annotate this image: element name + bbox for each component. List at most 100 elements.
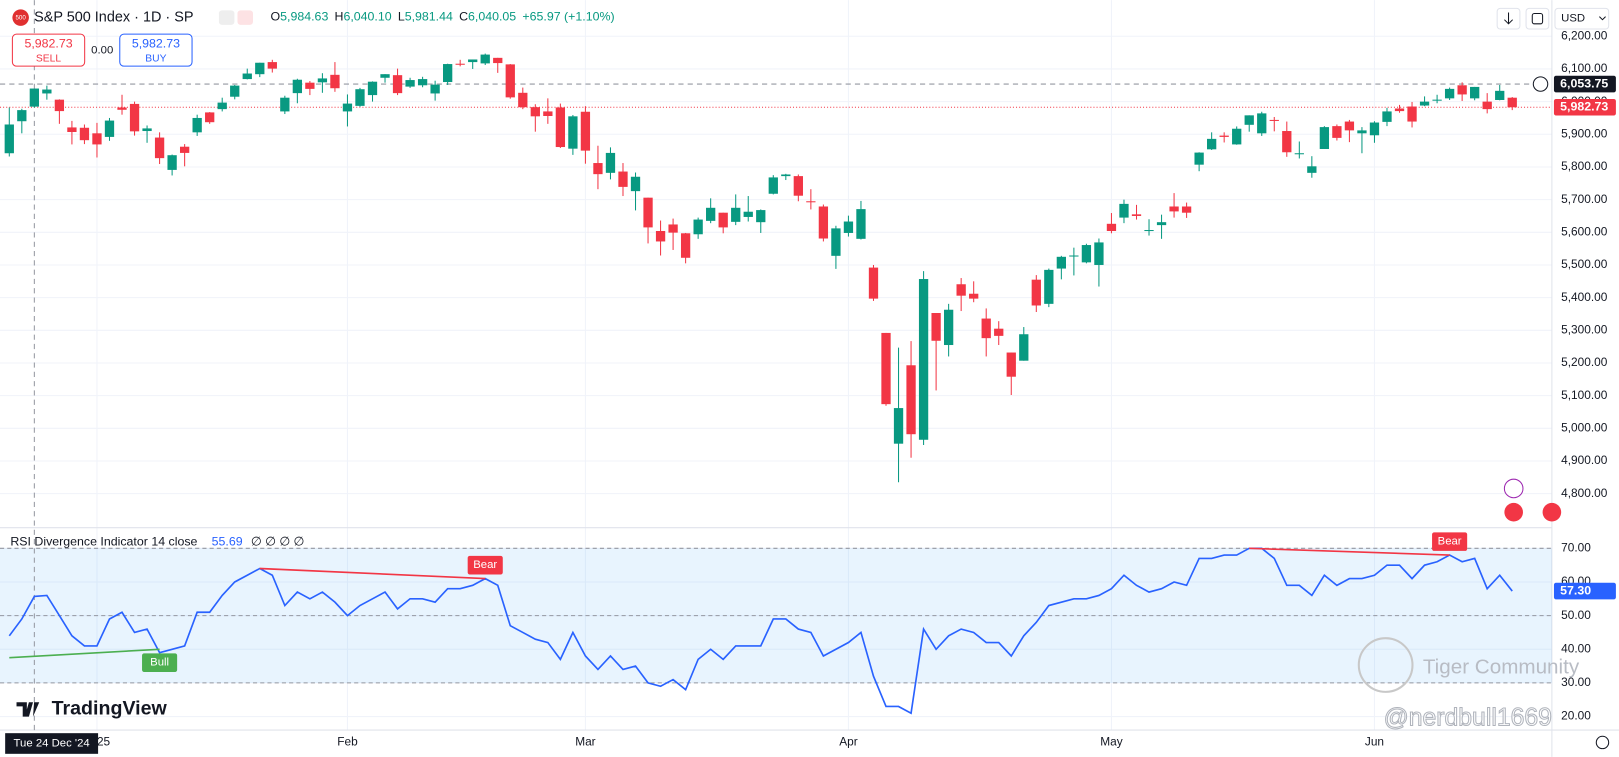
candle-body [154, 137, 165, 159]
alert-icon[interactable] [1503, 478, 1524, 499]
candle-body [1394, 108, 1405, 112]
button[interactable] [218, 10, 235, 25]
sell-button[interactable] [11, 33, 86, 67]
candle-body [317, 78, 328, 83]
candle-body [342, 103, 353, 112]
y-tick-label: 5,300.00 [1561, 322, 1608, 336]
candle-body [1444, 88, 1455, 99]
y2-tick-label: 30.00 [1561, 675, 1591, 689]
y-tick-label: 5,200.00 [1561, 355, 1608, 369]
candle-body [4, 124, 14, 154]
candle-body [179, 146, 190, 153]
divergence-line [259, 567, 486, 580]
candle-body [1357, 130, 1367, 134]
layout-button[interactable] [1525, 7, 1550, 30]
candle-body [1294, 153, 1304, 155]
event-icon[interactable] [1504, 502, 1523, 522]
candle-body [430, 84, 440, 94]
candle-body [1407, 106, 1417, 122]
ohlc-key: L [398, 10, 405, 24]
candle-body [555, 107, 566, 148]
candle-body [731, 207, 741, 222]
y-tick-label: 5,800.00 [1561, 159, 1608, 173]
candle-body [217, 102, 227, 110]
candle-body [618, 171, 628, 187]
candle-body [781, 174, 791, 177]
candle-body [518, 92, 528, 108]
y2-tick-label: 50.00 [1561, 608, 1591, 622]
candle-body [530, 107, 540, 117]
button[interactable] [237, 10, 253, 25]
symbol-title[interactable]: S&P 500 Index · 1D · SP [34, 9, 193, 25]
layout-icon [1531, 12, 1544, 25]
y-tick-label: 5,500.00 [1561, 257, 1608, 271]
candle-body [956, 284, 966, 296]
candle-body [893, 408, 904, 444]
candle-body [405, 80, 415, 87]
candle-body [443, 64, 453, 83]
symbol-icon-text: 500 [15, 14, 26, 21]
y2-tick-label: 20.00 [1561, 709, 1591, 723]
crosshair-price-label-box [1553, 75, 1616, 93]
symbol-icon [12, 9, 29, 26]
candle-body [255, 62, 265, 75]
candle-body [1119, 203, 1129, 218]
candle-body [630, 176, 641, 192]
y-tick-label: 6,200.00 [1561, 28, 1608, 42]
event-icon[interactable] [1542, 502, 1562, 522]
tiger-logo [1357, 637, 1414, 693]
candle-body [1006, 352, 1016, 377]
handle: @nerdbull1669 [1384, 704, 1552, 731]
candle-body [806, 201, 816, 203]
candle-body [1369, 122, 1380, 136]
candle-body [305, 82, 315, 89]
candle-body [1219, 135, 1229, 137]
y-tick-label: 5,700.00 [1561, 192, 1608, 206]
indicator-extras: ∅ ∅ ∅ ∅ [251, 534, 304, 548]
last-price-label-box [1553, 99, 1616, 116]
candle-body [205, 112, 215, 123]
candle-body [1419, 101, 1430, 106]
candle-body [1257, 113, 1267, 134]
candle-body [1106, 223, 1117, 231]
candle-body [680, 233, 691, 258]
divergence-label-box [1432, 532, 1468, 551]
candle-body [593, 163, 603, 175]
candle-body [1470, 86, 1480, 99]
candle-body [267, 62, 277, 69]
divergence-label-box [467, 555, 503, 575]
candle-body [1307, 166, 1317, 173]
candle-body [1181, 206, 1192, 213]
ohlc-key: C [459, 10, 468, 24]
candle-body [543, 111, 553, 116]
candle-body [29, 88, 39, 107]
settings-icon[interactable] [1595, 735, 1610, 750]
candle-body [1482, 101, 1492, 110]
candle-body [818, 206, 829, 239]
candle-body [104, 120, 115, 137]
candle-body [1069, 255, 1079, 257]
currency: USD [1561, 13, 1585, 25]
candle-body [843, 221, 854, 233]
candle-body [655, 230, 666, 242]
candle-body [493, 57, 503, 64]
candle-body [793, 176, 803, 196]
candle-body [981, 318, 991, 339]
y-tick-label: 5,100.00 [1561, 388, 1608, 402]
currency-button[interactable] [1554, 7, 1610, 30]
x-tick-label: Jun [1365, 735, 1384, 749]
buy-button[interactable] [119, 33, 193, 67]
divergence-label: Bear [473, 559, 497, 571]
y2-tick-label: 40.00 [1561, 641, 1591, 655]
candle-body [355, 89, 365, 106]
candle-body [54, 99, 65, 112]
candle-body [367, 81, 378, 96]
y-tick-label: 5,600.00 [1561, 224, 1608, 238]
candle-body [1081, 245, 1092, 263]
candle-body [42, 89, 52, 94]
candle-body [1269, 119, 1279, 121]
add-alert-button[interactable] [1532, 76, 1549, 92]
candle-body [1194, 152, 1204, 165]
indicator-name: RSI Divergence Indicator 14 close [10, 534, 197, 548]
last-price-label: 5,982.73 [1560, 100, 1608, 114]
